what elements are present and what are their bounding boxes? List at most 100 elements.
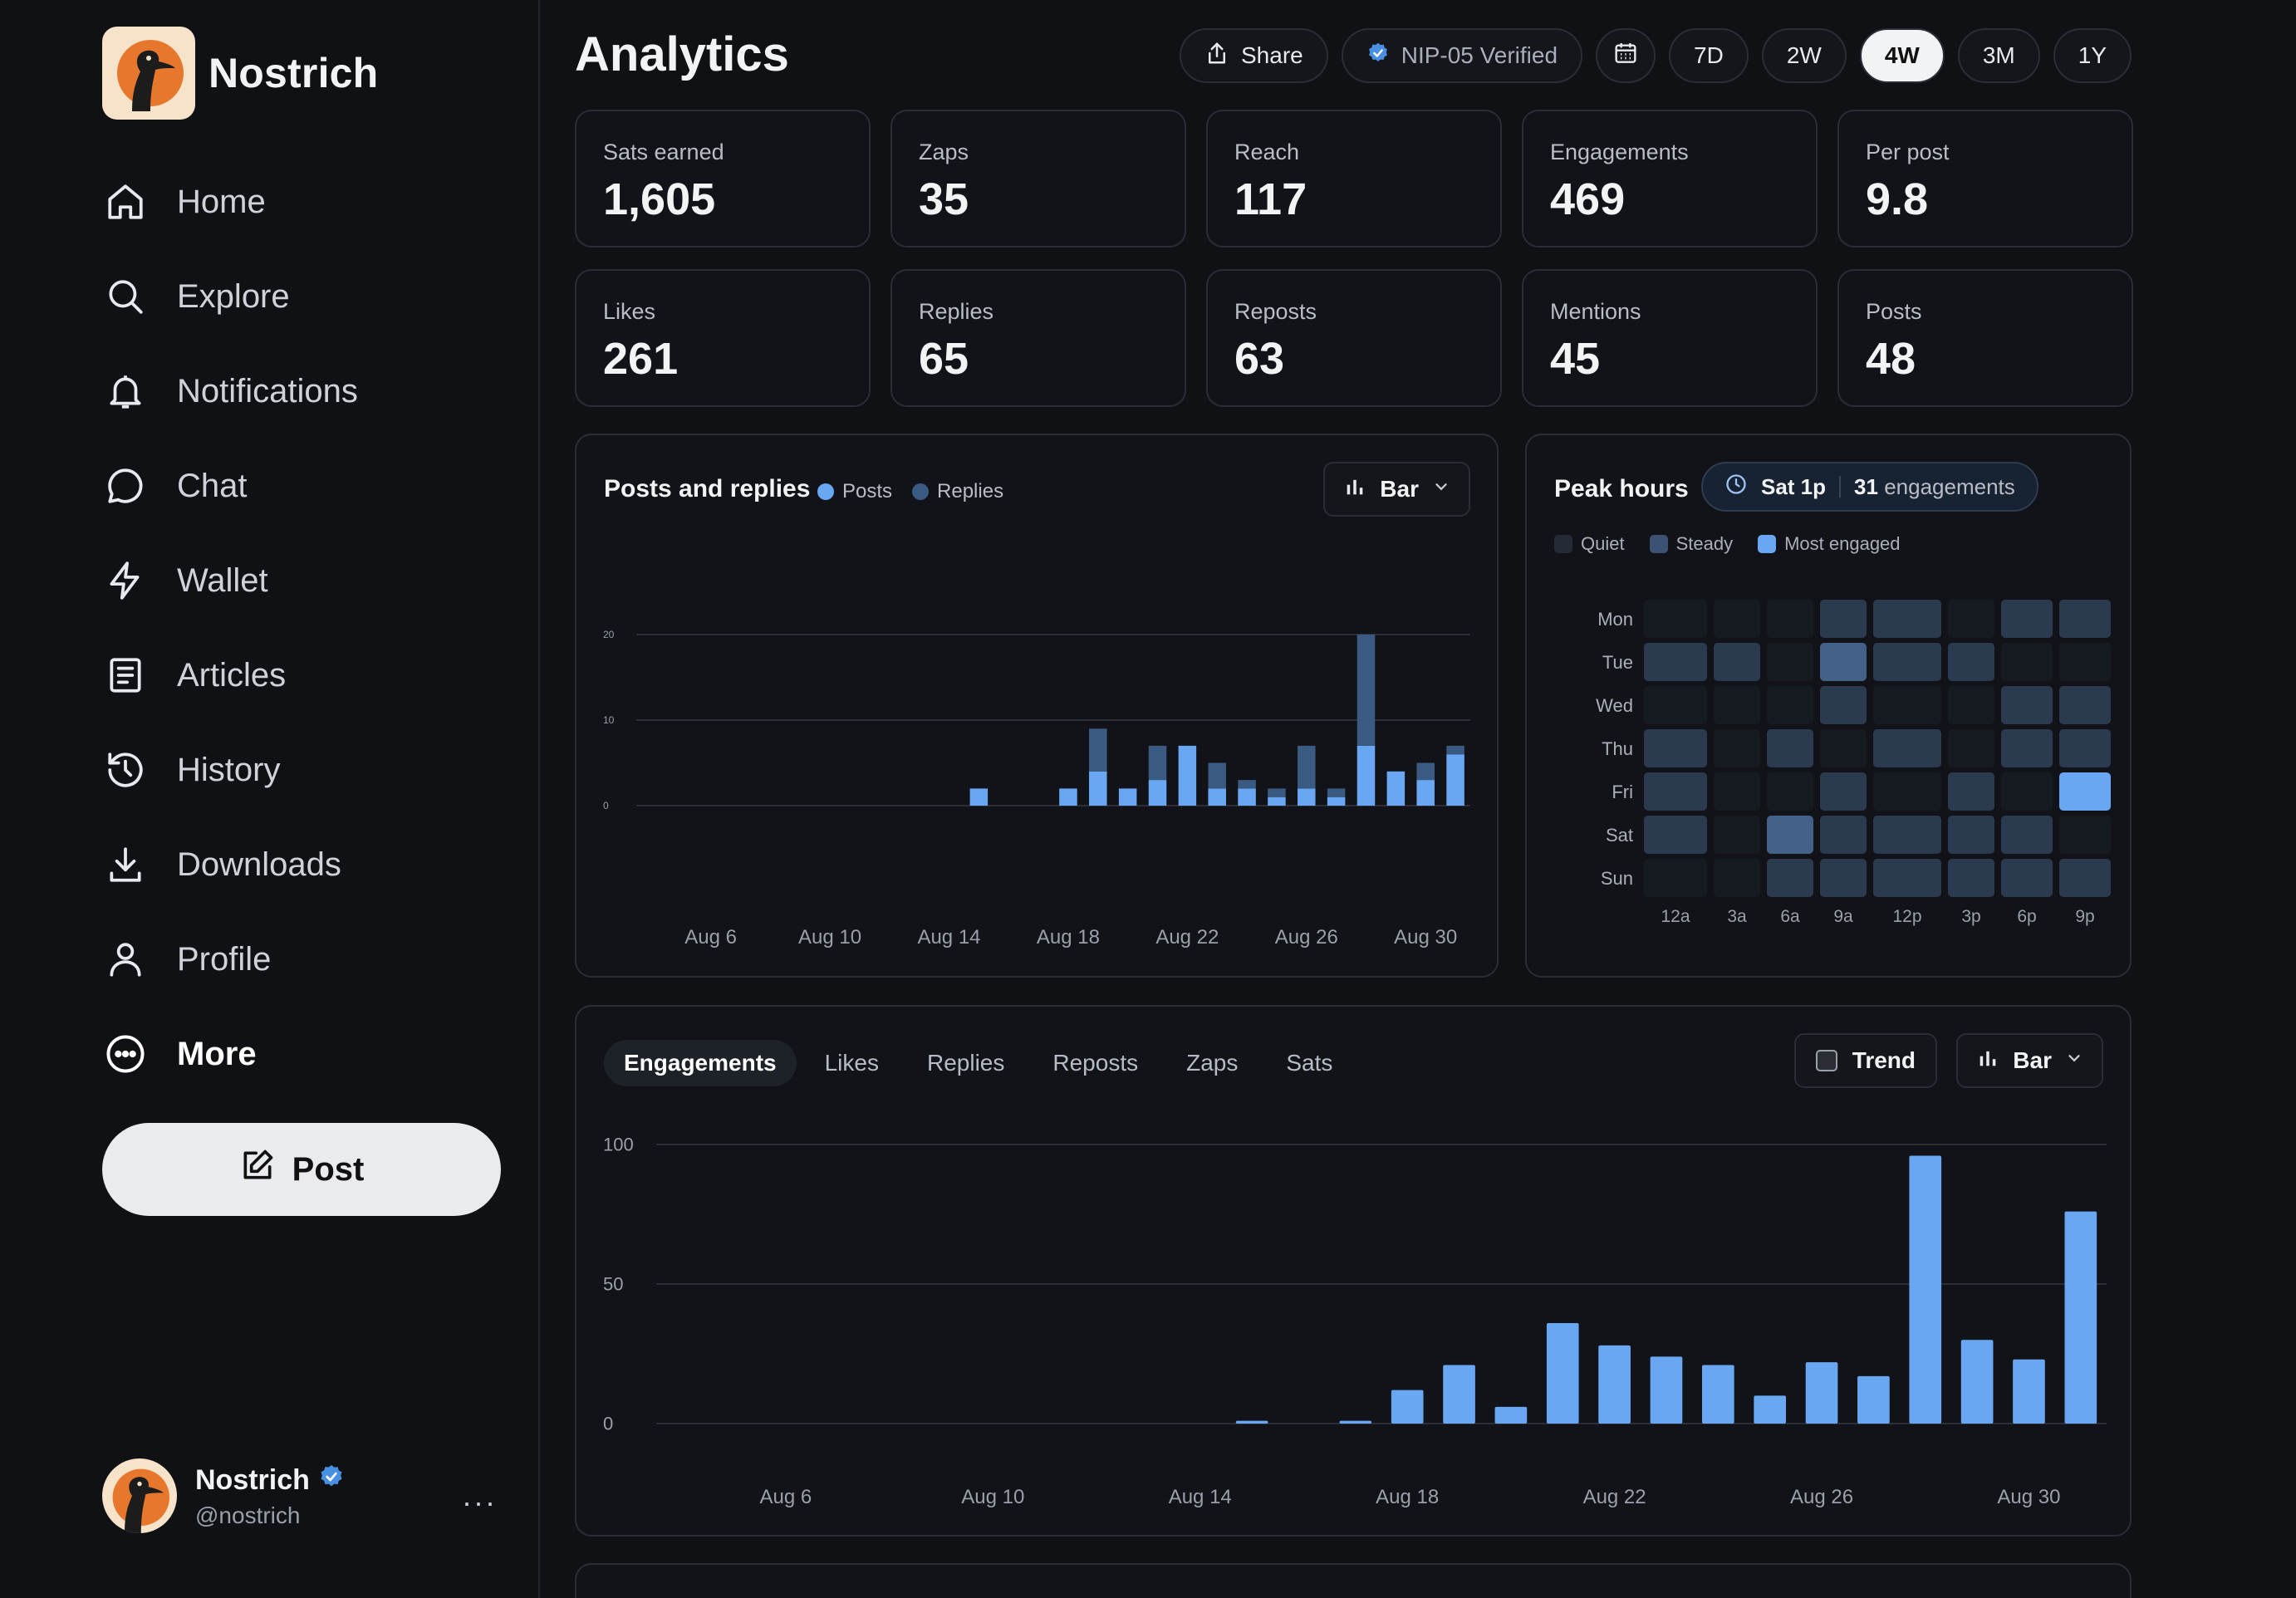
stat-card-replies: Replies 65 [890, 269, 1186, 407]
y-tick-label: 10 [603, 714, 615, 726]
peak-hours-heatmap: Mon Tue Wed Thu Fri Sat Sun 12a 3a 6a 9a 12p 3p 6p 9p [1596, 600, 2111, 926]
range-2w-button[interactable]: 2W [1761, 28, 1847, 83]
stat-card-zaps: Zaps 35 [890, 110, 1186, 248]
user-name: Nostrich [195, 1463, 345, 1498]
tab-reposts[interactable]: Reposts [1052, 1050, 1139, 1076]
bar-posts [1208, 788, 1226, 806]
account-switcher[interactable]: Nostrich @nostrich [102, 1458, 345, 1533]
x-tick-label: Aug 26 [1790, 1486, 1853, 1508]
heatmap-cell [1948, 772, 1994, 811]
stat-card-mentions: Mentions 45 [1522, 269, 1818, 407]
tab-zaps[interactable]: Zaps [1186, 1050, 1239, 1076]
chart-type-select[interactable]: Bar [1956, 1033, 2103, 1088]
share-button[interactable]: Share [1180, 28, 1328, 83]
range-1y-button[interactable]: 1Y [2053, 28, 2132, 83]
history-icon [102, 747, 149, 793]
date-picker-button[interactable] [1596, 28, 1656, 83]
stat-label: Likes [603, 299, 656, 324]
peak-hour-suffix: engagements [1884, 473, 2015, 499]
bar-engagements [1546, 1323, 1579, 1424]
nav-item-history[interactable]: History [102, 723, 534, 817]
day-label: Wed [1596, 695, 1633, 716]
stat-value: 469 [1550, 174, 1626, 224]
main-content: Analytics Share NIP-05 Verified [575, 0, 2133, 1598]
heatmap-cell [2001, 816, 2053, 854]
bar-chart-icon [1343, 475, 1366, 504]
range-4w-button[interactable]: 4W [1859, 28, 1945, 83]
x-tick-label: Aug 30 [1997, 1486, 2060, 1508]
stat-label: Replies [919, 299, 994, 324]
range-7d-button[interactable]: 7D [1669, 28, 1749, 83]
nav-item-chat[interactable]: Chat [102, 439, 534, 533]
day-label: Fri [1612, 782, 1633, 802]
account-more-button[interactable]: ··· [462, 1485, 497, 1519]
post-button[interactable]: Post [102, 1123, 501, 1216]
heatmap-cell [1820, 600, 1867, 638]
bar-engagements [2064, 1211, 2097, 1424]
peak-hours-card: Peak hours Sat 1p 31 engagements Quiet S… [1525, 434, 2132, 978]
calendar-icon [1612, 40, 1639, 72]
tab-replies[interactable]: Replies [926, 1050, 1005, 1076]
heatmap-cell [1820, 772, 1867, 811]
search-icon [102, 273, 149, 320]
heatmap-cell [1714, 600, 1760, 638]
header-controls: Share NIP-05 Verified 7D 2W 4W 3M 1 [1180, 28, 2132, 83]
main-nav: Home Explore Notifications Chat [102, 154, 534, 1101]
heatmap-cell [1948, 859, 1994, 897]
nav-item-home[interactable]: Home [102, 154, 534, 249]
bar-engagements [1960, 1340, 1994, 1424]
tab-engagements[interactable]: Engagements [604, 1040, 797, 1086]
nip05-verified-badge[interactable]: NIP-05 Verified [1341, 28, 1583, 83]
day-label: Sat [1606, 825, 1633, 846]
heatmap-cell [2059, 772, 2111, 811]
bar-posts [1089, 771, 1107, 806]
nav-item-wallet[interactable]: Wallet [102, 533, 534, 628]
heatmap-cell [1644, 816, 1707, 854]
nav-item-profile[interactable]: Profile [102, 912, 534, 1007]
bar-posts [1357, 745, 1376, 806]
nav-item-explore[interactable]: Explore [102, 249, 534, 344]
share-label: Share [1241, 42, 1303, 68]
nav-item-articles[interactable]: Articles [102, 628, 534, 723]
stat-label: Posts [1866, 299, 1922, 324]
trend-toggle[interactable]: Trend [1793, 1033, 1937, 1088]
nav-item-downloads[interactable]: Downloads [102, 817, 534, 912]
range-3m-button[interactable]: 3M [1957, 28, 2040, 83]
stat-card-reposts: Reposts 63 [1206, 269, 1502, 407]
nav-item-more[interactable]: More [102, 1007, 534, 1101]
bar-posts [1386, 771, 1406, 806]
heatmap-cell [1873, 600, 1941, 638]
x-tick-label: Aug 26 [1275, 926, 1338, 949]
posts-replies-card: Posts and replies Posts Replies Bar 0 10 2… [575, 434, 1499, 978]
stat-value: 65 [919, 334, 969, 384]
heatmap-legend: Quiet Steady Most engaged [1554, 533, 1901, 555]
post-button-label: Post [292, 1150, 365, 1188]
peak-hour-engagements: 31 engagements [1854, 474, 2015, 500]
stat-value: 9.8 [1866, 174, 1929, 224]
nav-item-notifications[interactable]: Notifications [102, 344, 534, 439]
legend-item-most-engaged: Most engaged [1758, 533, 1901, 555]
more-circle-icon [102, 1031, 149, 1077]
bar-replies [1208, 762, 1226, 789]
bar-engagements [1805, 1362, 1838, 1424]
chevron-down-icon [1432, 478, 1450, 501]
user-icon [102, 936, 149, 983]
stat-value: 1,605 [603, 174, 716, 224]
bar-engagements [1701, 1365, 1734, 1424]
chart-type-select[interactable]: Bar [1323, 462, 1470, 517]
legend-label: Posts [842, 480, 893, 502]
y-tick-label: 0 [603, 1414, 613, 1434]
bar-posts [969, 788, 989, 806]
heatmap-cell [1948, 729, 1994, 767]
hour-label: 3p [1961, 907, 1980, 926]
brand[interactable]: Nostrich [102, 27, 378, 120]
stat-value: 63 [1234, 334, 1285, 384]
bar-posts [1416, 780, 1435, 806]
stat-card-posts: Posts 48 [1837, 269, 2133, 407]
tab-likes[interactable]: Likes [824, 1050, 879, 1076]
heatmap-cell [1767, 729, 1813, 767]
nav-label: Home [177, 183, 266, 220]
trend-checkbox[interactable] [1815, 1050, 1837, 1071]
nav-label: Profile [177, 940, 272, 978]
tab-sats[interactable]: Sats [1286, 1050, 1333, 1076]
